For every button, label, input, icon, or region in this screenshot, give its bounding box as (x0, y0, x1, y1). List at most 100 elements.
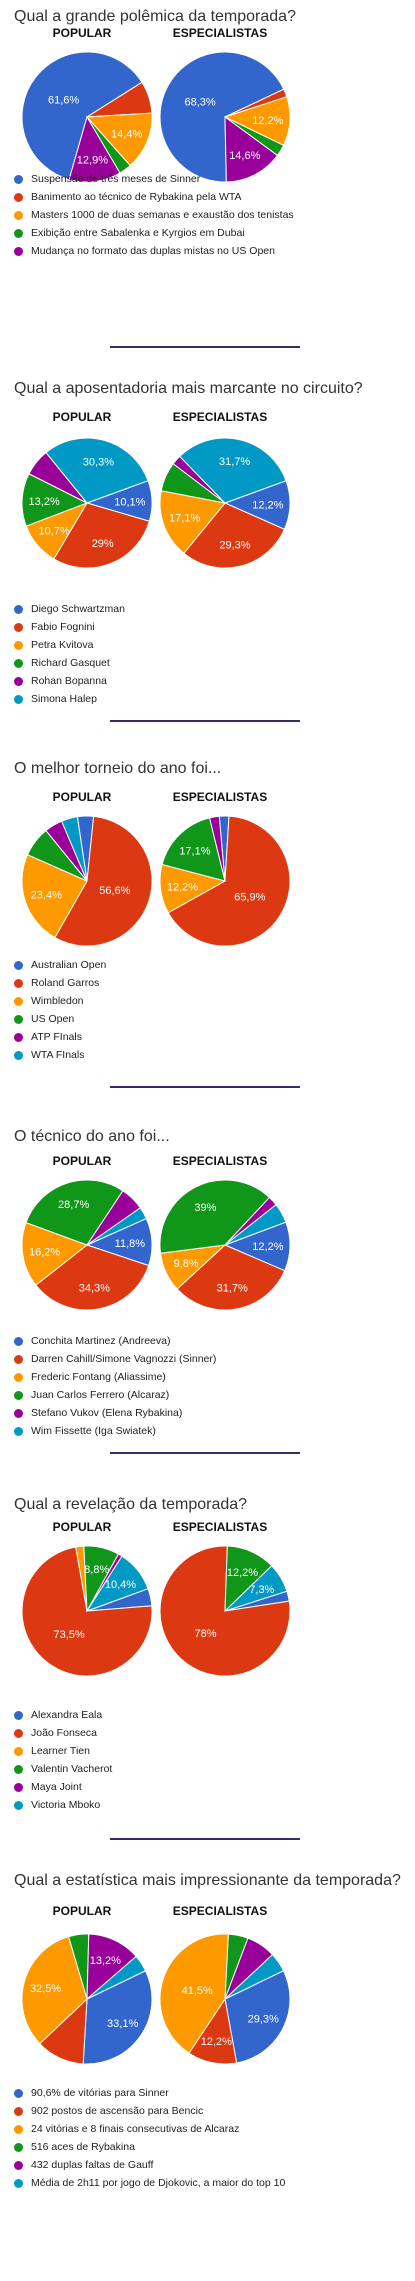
legend-label: Stefano Vukov (Elena Rybakina) (31, 1407, 183, 1419)
legend-item: Conchita Martinez (Andreeva) (14, 1332, 216, 1350)
slice-percent-label: 23,4% (31, 889, 62, 901)
experts-pie-chart: 65,9% 12,2% 17,1% (159, 815, 291, 947)
legend-label: Simona Halep (31, 693, 97, 705)
pie-slice (159, 1933, 229, 2054)
legend-swatch (14, 2178, 23, 2188)
legend-swatch (14, 1764, 23, 1774)
slice-percent-label: 10,4% (105, 1579, 136, 1591)
legend-swatch (14, 1728, 23, 1738)
pie-slice (35, 1244, 150, 1311)
pie-slice (21, 51, 143, 181)
section-divider (110, 346, 300, 348)
pie-slice (224, 1953, 285, 2000)
pie-slice (61, 816, 88, 882)
legend-item: 24 vitórias e 8 finais consecutivas de A… (14, 2120, 285, 2138)
slice-percent-label: 17,1% (169, 513, 200, 525)
pie-slice (82, 1970, 153, 2065)
pie-slice (86, 1207, 148, 1246)
legend-label: 24 vitórias e 8 finais consecutivas de A… (31, 2123, 240, 2135)
legend-label: Maya Joint (31, 1781, 82, 1793)
question-title: Qual a aposentadoria mais marcante no ci… (14, 380, 363, 397)
legend-label: Wim Fissette (Iga Swiatek) (31, 1425, 156, 1437)
pie-slice (159, 490, 226, 554)
pie-slice (86, 1933, 137, 2001)
slice-percent-label: 12,2% (201, 2036, 232, 2048)
slice-percent-label: 12,2% (252, 1241, 283, 1253)
legend-item: Darren Cahill/Simone Vagnozzi (Sinner) (14, 1350, 216, 1368)
popular-label: POPULAR (52, 1154, 112, 1168)
legend-swatch (14, 1746, 23, 1756)
legend-item: Fabio Fognini (14, 618, 125, 636)
legend-item: Simona Halep (14, 690, 125, 708)
legend-item: Stefano Vukov (Elena Rybakina) (14, 1404, 216, 1422)
pie-slice (159, 1179, 271, 1254)
slice-percent-label: 7,3% (249, 1584, 274, 1596)
legend-label: Alexandra Eala (31, 1709, 103, 1721)
legend-swatch (14, 1032, 23, 1042)
legend-item: Wimbledon (14, 992, 106, 1010)
slice-percent-label: 41,5% (182, 1985, 213, 1997)
popular-pie-chart: 73,5% 8,8% 10,4% (21, 1545, 153, 1677)
slice-percent-label: 13,2% (90, 1955, 121, 1967)
legend-swatch (14, 210, 23, 220)
legend-swatch (14, 2160, 23, 2170)
pie-slice (224, 1970, 291, 2064)
legend-label: Exibição entre Sabalenka e Kyrgios em Du… (31, 227, 245, 239)
legend-swatch (14, 1710, 23, 1720)
legend-label: Diego Schwartzman (31, 603, 125, 615)
legend-item: João Fonseca (14, 1724, 112, 1742)
legend-label: 90,6% de vitórias para Sinner (31, 2087, 169, 2099)
experts-pie-chart: 78% 12,2% 7,3% (159, 1545, 291, 1677)
legend: Suspensão de três meses de Sinner Banimen… (14, 170, 294, 260)
popular-pie-chart: 56,6% 23,4% (21, 815, 153, 947)
legend-item: Mudança no formato das duplas mistas no … (14, 242, 294, 260)
legend-item: Alexandra Eala (14, 1706, 112, 1724)
legend-swatch (14, 228, 23, 238)
slice-percent-label: 65,9% (234, 892, 265, 904)
legend-label: US Open (31, 1013, 75, 1025)
poll-section-1: Qual a grande polêmica da temporada? POPU… (0, 0, 415, 360)
slice-percent-label: 13,2% (29, 496, 60, 508)
question-title: O melhor torneio do ano foi... (14, 760, 222, 777)
poll-section-2: Qual a aposentadoria mais marcante no ci… (0, 368, 415, 728)
legend-label: Valentin Vacherot (31, 1763, 113, 1775)
slice-percent-label: 10,7% (39, 526, 70, 538)
slice-percent-label: 61,6% (48, 94, 79, 106)
slice-percent-label: 14,6% (229, 150, 260, 162)
legend: Alexandra Eala João Fonseca Learner Tien Va… (14, 1706, 112, 1814)
legend-item: Rohan Bopanna (14, 672, 125, 690)
slice-percent-label: 29,3% (248, 2013, 279, 2025)
slice-percent-label: 39% (194, 1202, 216, 1214)
slice-percent-label: 32,5% (30, 1983, 61, 1995)
legend-item: Suspensão de três meses de Sinner (14, 170, 294, 188)
legend-swatch (14, 1014, 23, 1024)
question-title: O técnico do ano foi... (14, 1128, 170, 1145)
slice-percent-label: 8,8% (84, 1564, 109, 1576)
experts-label: ESPECIALISTAS (172, 1154, 268, 1168)
pie-slice (167, 815, 291, 947)
pie-slice (21, 854, 88, 939)
experts-label: ESPECIALISTAS (172, 410, 268, 424)
legend-item: Exibição entre Sabalenka e Kyrgios em Du… (14, 224, 294, 242)
slice-percent-label: 12,2% (167, 881, 198, 893)
slice-percent-label: 34,3% (79, 1282, 110, 1294)
legend-label: Banimento ao técnico de Rybakina pela WT… (31, 191, 242, 203)
popular-label: POPULAR (52, 790, 112, 804)
poll-section-4: O técnico do ano foi... POPULAR 11,8% 34,3%… (0, 1110, 415, 1470)
legend-label: Suspensão de três meses de Sinner (31, 173, 201, 185)
poll-section-5: Qual a revelação da temporada? POPULAR 73,… (0, 1476, 415, 1836)
legend-item: Valentin Vacherot (14, 1760, 112, 1778)
legend-label: Rohan Bopanna (31, 675, 107, 687)
legend-swatch (14, 676, 23, 686)
pie-slice (21, 1936, 88, 2045)
pie-slice (21, 473, 89, 527)
pie-slice (25, 1179, 124, 1246)
legend-item: Banimento ao técnico de Rybakina pela WT… (14, 188, 294, 206)
slice-percent-label: 17,1% (179, 845, 210, 857)
experts-label: ESPECIALISTAS (172, 26, 268, 40)
legend-swatch (14, 640, 23, 650)
slice-percent-label: 31,7% (219, 456, 250, 468)
pie-slice (86, 1955, 147, 2000)
question-title: Qual a revelação da temporada? (14, 1496, 248, 1513)
pie-slice (159, 51, 285, 183)
